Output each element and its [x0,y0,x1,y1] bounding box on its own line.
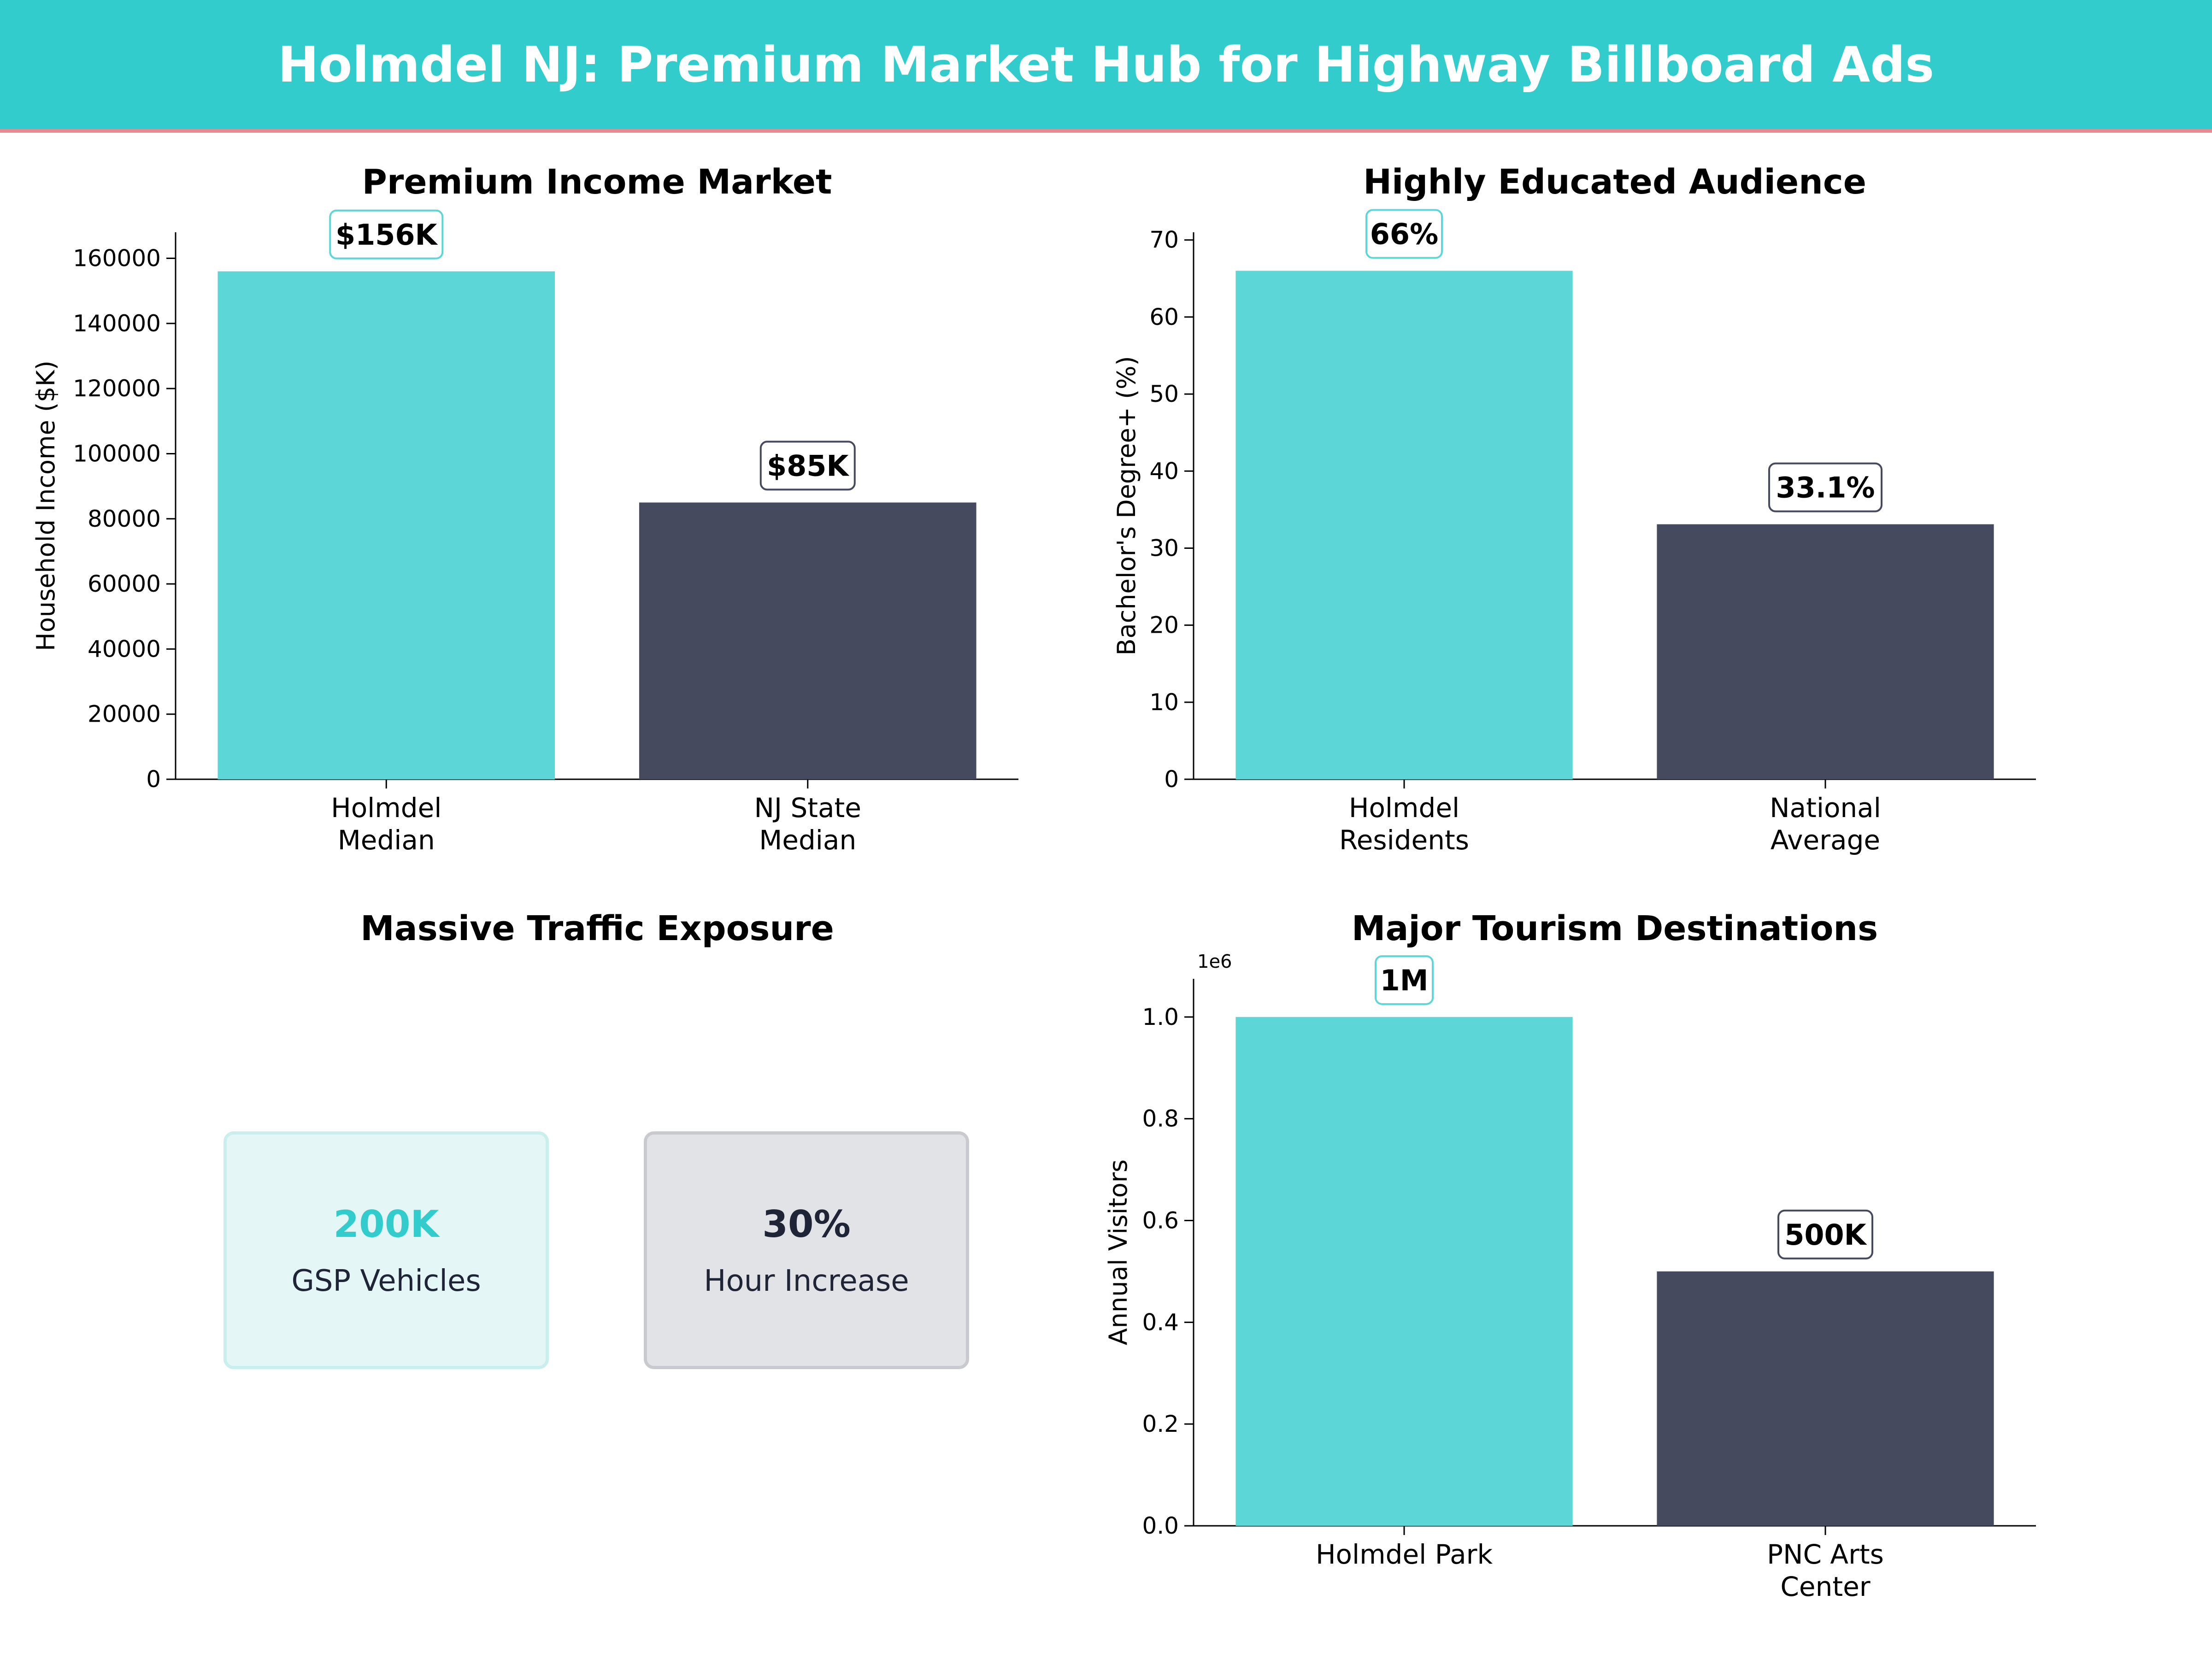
tourism-ytick-label: 0.6 [1142,1207,1179,1234]
education-ylabel: Bachelor's Degree+ (%) [1112,356,1141,655]
education-ytick-label: 0 [1164,766,1179,793]
education-ytick-label: 50 [1149,381,1179,407]
income-ytick-label: 120000 [73,375,161,402]
income-ytick-label: 60000 [88,571,161,597]
education-title: Highly Educated Audience [1363,162,1866,202]
education-category-label: National Average [1770,792,1881,856]
income-title: Premium Income Market [362,162,832,202]
income-ytick-label: 0 [146,766,161,793]
tourism-ytick-label: 0.8 [1142,1106,1179,1132]
education-bar [1235,271,1573,779]
education-ytick-label: 10 [1149,689,1179,716]
tourism-data-label-box [1777,1209,1873,1259]
tourism-category-label: PNC Arts Center [1767,1539,1884,1602]
tourism-ylabel: Annual Visitors [1104,1159,1133,1345]
income-data-label: $156K [335,218,438,252]
tourism-ytick-label: 0.0 [1142,1512,1179,1539]
stat-card-hour: 30% Hour Increase [644,1131,969,1369]
income-data-label-box [759,441,856,491]
tourism-title: Major Tourism Destinations [1352,909,1878,948]
income-ytick-label: 20000 [88,701,161,728]
tourism-bar [1235,1017,1573,1526]
income-category-label: NJ State Median [754,792,861,856]
education-ytick-label: 60 [1149,304,1179,330]
income-ytick-label: 40000 [88,635,161,662]
income-ytick-label: 140000 [73,310,161,337]
income-ytick-label: 80000 [88,506,161,532]
stat-card-vehicles: 200K GSP Vehicles [224,1131,549,1369]
education-ytick-label: 40 [1149,458,1179,484]
education-bar [1657,524,1994,779]
tourism-ytick-label: 1.0 [1142,1004,1179,1030]
tourism-data-label: 1M [1380,964,1429,997]
stat-card-vehicles-label: GSP Vehicles [291,1264,481,1298]
income-bar [218,271,555,780]
income-data-label: $85K [767,449,849,482]
income-bar [639,502,977,779]
stat-card-vehicles-value: 200K [333,1202,439,1246]
income-data-label-box [329,209,444,259]
stat-card-hour-label: Hour Increase [704,1264,909,1298]
income-category-label: Holmdel Median [331,792,441,856]
education-category-label: Holmdel Residents [1339,792,1469,856]
education-ytick-label: 30 [1149,535,1179,561]
tourism-offset-text: 1e6 [1197,951,1232,972]
tourism-data-label: 500K [1784,1218,1867,1252]
income-ytick-label: 160000 [73,245,161,272]
title-banner: Holmdel NJ: Premium Market Hub for Highw… [0,0,2212,133]
page-title: Holmdel NJ: Premium Market Hub for Highw… [277,36,1935,93]
income-ylabel: Household Income ($K) [31,360,60,651]
tourism-ytick-label: 0.2 [1142,1411,1179,1437]
traffic-title: Massive Traffic Exposure [360,909,834,948]
education-ytick-label: 70 [1149,227,1179,253]
education-data-label: 66% [1370,218,1438,251]
tourism-category-label: Holmdel Park [1316,1539,1493,1570]
education-data-label-box [1365,209,1443,259]
tourism-data-label-box [1375,955,1434,1005]
tourism-ytick-label: 0.4 [1142,1309,1179,1335]
tourism-bar [1657,1271,1994,1526]
education-ytick-label: 20 [1149,612,1179,639]
income-ytick-label: 100000 [73,440,161,467]
education-data-label: 33.1% [1776,471,1875,505]
stat-card-hour-value: 30% [762,1202,851,1246]
education-data-label-box [1768,462,1883,512]
